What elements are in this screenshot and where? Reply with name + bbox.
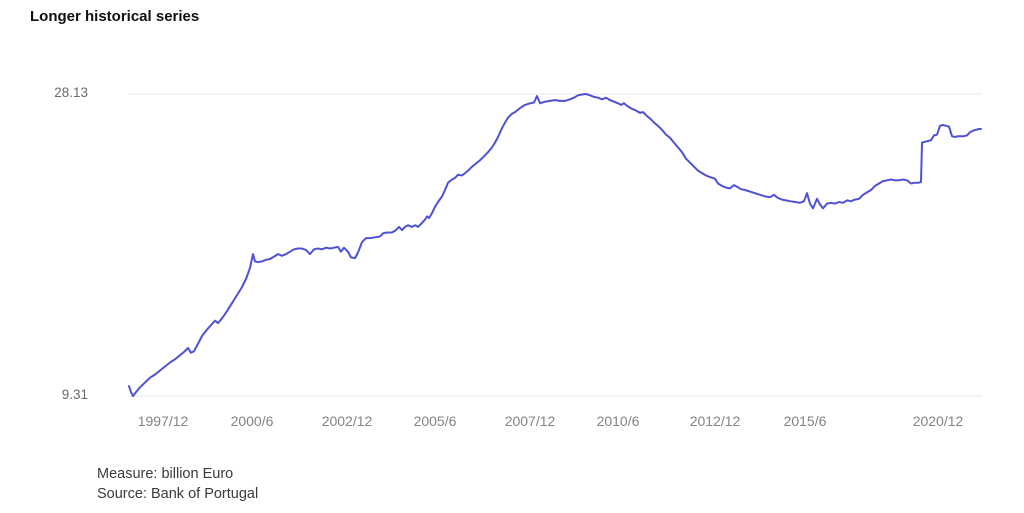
x-tick-label: 2015/6 (783, 413, 827, 429)
x-tick-label: 2005/6 (413, 413, 457, 429)
x-tick-label: 2002/12 (321, 413, 373, 429)
measure-note: Measure: billion Euro (97, 466, 234, 482)
x-tick-label: 2007/12 (504, 413, 556, 429)
x-tick-label: 2000/6 (230, 413, 274, 429)
chart-footer: Measure: billion Euro Source: Bank of Po… (97, 464, 258, 504)
x-tick-label: 2020/12 (912, 413, 964, 429)
x-tick-label: 1997/12 (137, 413, 189, 429)
chart-title: Longer historical series (30, 8, 200, 25)
y-tick-label: 28.13 (54, 85, 88, 100)
series-line (128, 93, 982, 397)
x-tick-label: 2010/6 (596, 413, 640, 429)
y-tick-label: 9.31 (61, 387, 88, 402)
x-tick-label: 2012/12 (689, 413, 741, 429)
source-note: Source: Bank of Portugal (97, 486, 259, 502)
